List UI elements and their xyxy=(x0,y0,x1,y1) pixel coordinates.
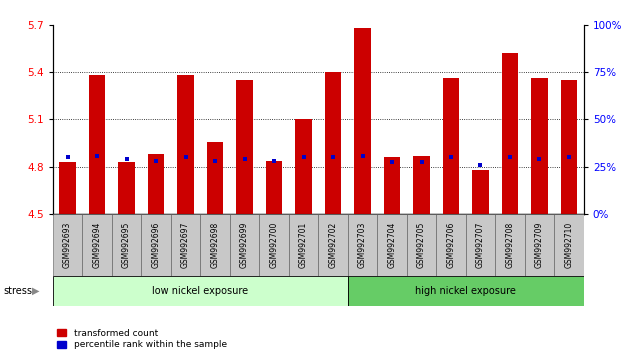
Bar xyxy=(178,75,194,214)
Bar xyxy=(502,53,518,214)
Bar xyxy=(82,214,112,276)
Bar xyxy=(348,214,378,276)
Bar xyxy=(378,214,407,276)
Text: GSM992710: GSM992710 xyxy=(564,222,573,268)
Bar xyxy=(414,156,430,214)
Bar xyxy=(60,162,76,214)
Bar xyxy=(384,157,400,214)
Bar xyxy=(53,214,82,276)
Bar xyxy=(237,80,253,214)
Text: GSM992704: GSM992704 xyxy=(388,222,396,268)
Bar xyxy=(296,120,312,214)
Text: GSM992693: GSM992693 xyxy=(63,222,72,268)
Text: GSM992698: GSM992698 xyxy=(211,222,219,268)
Text: ▶: ▶ xyxy=(32,286,40,296)
Text: low nickel exposure: low nickel exposure xyxy=(152,286,248,296)
Bar xyxy=(525,214,555,276)
Bar xyxy=(230,214,260,276)
Bar xyxy=(53,276,348,306)
Bar xyxy=(443,79,459,214)
Text: stress: stress xyxy=(3,286,32,296)
Bar xyxy=(89,75,105,214)
Text: GSM992706: GSM992706 xyxy=(446,222,455,268)
Bar xyxy=(466,214,496,276)
Bar xyxy=(142,214,171,276)
Bar xyxy=(473,170,489,214)
Bar xyxy=(555,214,584,276)
Text: GSM992694: GSM992694 xyxy=(93,222,101,268)
Bar xyxy=(119,162,135,214)
Bar xyxy=(289,214,318,276)
Bar xyxy=(171,214,200,276)
Bar xyxy=(348,276,584,306)
Bar xyxy=(200,214,230,276)
Text: GSM992709: GSM992709 xyxy=(535,222,544,268)
Bar xyxy=(532,79,548,214)
Text: GSM992703: GSM992703 xyxy=(358,222,367,268)
Text: GSM992700: GSM992700 xyxy=(270,222,278,268)
Text: GSM992707: GSM992707 xyxy=(476,222,485,268)
Bar xyxy=(355,28,371,214)
Text: GSM992701: GSM992701 xyxy=(299,222,308,268)
Bar xyxy=(325,72,341,214)
Text: GSM992697: GSM992697 xyxy=(181,222,190,268)
Bar xyxy=(436,214,466,276)
Text: GSM992708: GSM992708 xyxy=(505,222,514,268)
Legend: transformed count, percentile rank within the sample: transformed count, percentile rank withi… xyxy=(57,329,227,349)
Text: GSM992699: GSM992699 xyxy=(240,222,249,268)
Bar xyxy=(319,214,348,276)
Bar xyxy=(496,214,525,276)
Text: high nickel exposure: high nickel exposure xyxy=(415,286,516,296)
Bar xyxy=(207,142,223,214)
Bar xyxy=(112,214,142,276)
Bar xyxy=(561,80,577,214)
Text: GSM992696: GSM992696 xyxy=(152,222,160,268)
Text: GSM992695: GSM992695 xyxy=(122,222,131,268)
Bar xyxy=(407,214,437,276)
Bar xyxy=(266,160,282,214)
Text: GSM992705: GSM992705 xyxy=(417,222,426,268)
Text: GSM992702: GSM992702 xyxy=(329,222,337,268)
Bar xyxy=(260,214,289,276)
Bar xyxy=(148,154,164,214)
